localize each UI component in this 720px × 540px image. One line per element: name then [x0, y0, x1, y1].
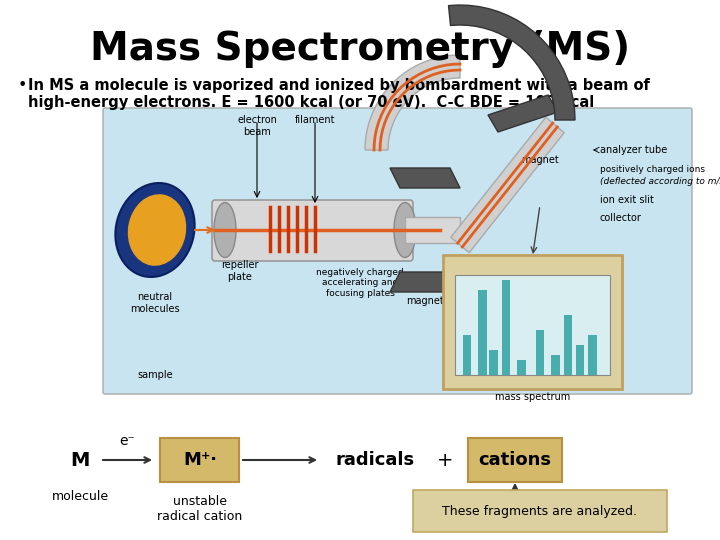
Text: unstable
radical cation: unstable radical cation: [158, 495, 243, 523]
Text: collector: collector: [600, 213, 642, 223]
Ellipse shape: [214, 202, 236, 258]
Text: negatively charged
accelerating and
focusing plates: negatively charged accelerating and focu…: [316, 268, 404, 298]
Text: •: •: [18, 78, 27, 93]
Polygon shape: [449, 5, 575, 120]
Bar: [588, 335, 597, 375]
Text: These fragments are analyzed.: These fragments are analyzed.: [443, 504, 637, 517]
Text: M⁺‧: M⁺‧: [183, 451, 217, 469]
Text: magnet: magnet: [521, 155, 559, 165]
FancyBboxPatch shape: [443, 255, 622, 389]
Text: ion exit slit: ion exit slit: [600, 195, 654, 205]
Bar: [455, 275, 610, 375]
Bar: [463, 335, 472, 375]
Text: magnet: magnet: [406, 296, 444, 306]
Text: mass spectrum: mass spectrum: [495, 392, 570, 402]
Polygon shape: [451, 117, 564, 253]
Bar: [576, 345, 585, 375]
Text: high-energy electrons. E = 1600 kcal (or 70 eV).  C-C BDE = 100 kcal: high-energy electrons. E = 1600 kcal (or…: [28, 95, 594, 110]
Polygon shape: [365, 55, 460, 150]
Text: repeller
plate: repeller plate: [221, 260, 258, 281]
Text: molecule: molecule: [51, 490, 109, 503]
FancyBboxPatch shape: [405, 217, 460, 243]
Text: neutral
molecules: neutral molecules: [130, 292, 180, 314]
Ellipse shape: [127, 194, 186, 266]
Polygon shape: [488, 95, 558, 132]
Polygon shape: [390, 168, 460, 188]
Text: filament: filament: [294, 115, 336, 125]
Bar: [478, 290, 487, 375]
Bar: [489, 350, 498, 375]
FancyBboxPatch shape: [160, 438, 239, 482]
FancyBboxPatch shape: [212, 200, 413, 261]
Text: sample: sample: [138, 370, 173, 380]
Ellipse shape: [115, 183, 194, 277]
Polygon shape: [390, 272, 460, 292]
Text: analyzer tube: analyzer tube: [600, 145, 667, 155]
Bar: [564, 315, 572, 375]
FancyBboxPatch shape: [413, 490, 667, 532]
Bar: [536, 330, 544, 375]
FancyBboxPatch shape: [103, 108, 692, 394]
Bar: [551, 355, 559, 375]
Text: Mass Spectrometry (MS): Mass Spectrometry (MS): [90, 30, 630, 68]
Bar: [517, 360, 526, 375]
Text: e⁻: e⁻: [119, 434, 135, 448]
FancyBboxPatch shape: [468, 438, 562, 482]
Text: electron
beam: electron beam: [237, 115, 277, 137]
Text: In MS a molecule is vaporized and ionized by bombardment with a beam of: In MS a molecule is vaporized and ionize…: [28, 78, 650, 93]
Text: M: M: [71, 450, 90, 469]
Ellipse shape: [394, 202, 416, 258]
Bar: [502, 280, 510, 375]
Text: cations: cations: [479, 451, 552, 469]
Text: radicals: radicals: [336, 451, 415, 469]
Text: positively charged ions: positively charged ions: [600, 165, 705, 174]
Text: (deflected according to m/z): (deflected according to m/z): [600, 178, 720, 186]
Text: +: +: [437, 450, 454, 469]
